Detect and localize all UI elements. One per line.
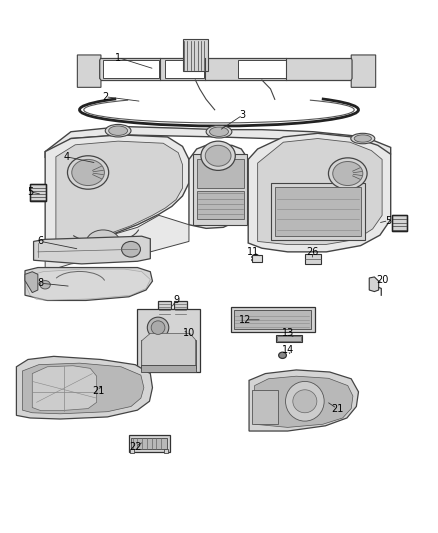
Bar	[193, 154, 247, 225]
Text: 22: 22	[129, 442, 141, 451]
Bar	[305, 254, 321, 264]
Polygon shape	[56, 141, 183, 241]
Bar	[183, 39, 208, 71]
Polygon shape	[25, 272, 38, 293]
Ellipse shape	[40, 280, 50, 289]
Polygon shape	[189, 146, 248, 228]
Bar	[174, 302, 187, 314]
Text: 3: 3	[240, 110, 246, 120]
Bar	[141, 340, 196, 368]
Ellipse shape	[328, 158, 367, 189]
Bar	[158, 302, 171, 314]
Polygon shape	[249, 370, 358, 431]
Ellipse shape	[206, 125, 232, 138]
Bar	[30, 184, 46, 201]
Ellipse shape	[333, 161, 363, 185]
Bar	[131, 438, 166, 449]
Text: 9: 9	[173, 295, 179, 305]
Text: 14: 14	[282, 345, 294, 355]
Text: 2: 2	[102, 92, 108, 102]
Bar	[275, 187, 360, 236]
Text: 8: 8	[38, 278, 44, 288]
Text: 4: 4	[64, 152, 70, 162]
Bar	[138, 309, 200, 372]
Bar	[234, 310, 311, 329]
Bar	[197, 191, 244, 220]
Bar	[197, 159, 244, 188]
Bar	[277, 336, 300, 341]
Bar	[129, 435, 170, 452]
Ellipse shape	[72, 159, 104, 185]
Polygon shape	[78, 55, 101, 87]
Bar	[392, 215, 407, 231]
Bar	[271, 183, 365, 240]
Text: 5: 5	[385, 215, 392, 225]
Text: 5: 5	[27, 187, 33, 197]
Bar	[99, 58, 352, 80]
Ellipse shape	[209, 127, 229, 136]
Ellipse shape	[67, 156, 109, 189]
Bar	[276, 335, 302, 342]
Text: 21: 21	[331, 403, 343, 414]
Bar	[166, 60, 204, 78]
Bar	[141, 365, 196, 372]
Polygon shape	[351, 55, 376, 87]
Ellipse shape	[293, 390, 317, 413]
Text: 1: 1	[115, 53, 121, 62]
Polygon shape	[248, 133, 391, 252]
Ellipse shape	[354, 135, 371, 142]
Bar	[238, 60, 286, 78]
Polygon shape	[22, 363, 144, 414]
Polygon shape	[142, 333, 195, 366]
Polygon shape	[27, 269, 150, 301]
Ellipse shape	[86, 230, 120, 256]
Text: 12: 12	[239, 315, 251, 325]
Ellipse shape	[109, 126, 127, 135]
Polygon shape	[369, 277, 379, 292]
Text: 21: 21	[92, 386, 104, 396]
Text: 10: 10	[183, 328, 195, 338]
Text: 13: 13	[282, 328, 294, 338]
Bar	[252, 255, 262, 262]
Ellipse shape	[122, 241, 141, 257]
Ellipse shape	[351, 133, 375, 144]
Bar	[252, 390, 278, 424]
Ellipse shape	[205, 146, 231, 166]
Bar	[30, 184, 46, 201]
Bar	[164, 449, 168, 454]
Text: 6: 6	[38, 237, 44, 246]
Bar	[392, 215, 407, 231]
Polygon shape	[258, 139, 382, 245]
Ellipse shape	[201, 141, 235, 171]
Bar	[103, 60, 159, 78]
Ellipse shape	[279, 352, 286, 358]
Polygon shape	[16, 357, 152, 419]
Polygon shape	[45, 135, 189, 246]
Polygon shape	[25, 268, 152, 301]
Ellipse shape	[151, 321, 165, 334]
Polygon shape	[45, 126, 391, 158]
Text: 20: 20	[376, 274, 389, 285]
Bar	[231, 306, 315, 332]
Text: 11: 11	[247, 247, 259, 257]
Polygon shape	[45, 215, 189, 272]
Bar	[130, 449, 134, 454]
Ellipse shape	[147, 317, 169, 338]
Ellipse shape	[105, 124, 131, 137]
Ellipse shape	[286, 382, 324, 421]
Polygon shape	[32, 366, 97, 410]
Polygon shape	[34, 236, 150, 264]
Text: 26: 26	[307, 247, 319, 257]
Polygon shape	[254, 376, 353, 427]
